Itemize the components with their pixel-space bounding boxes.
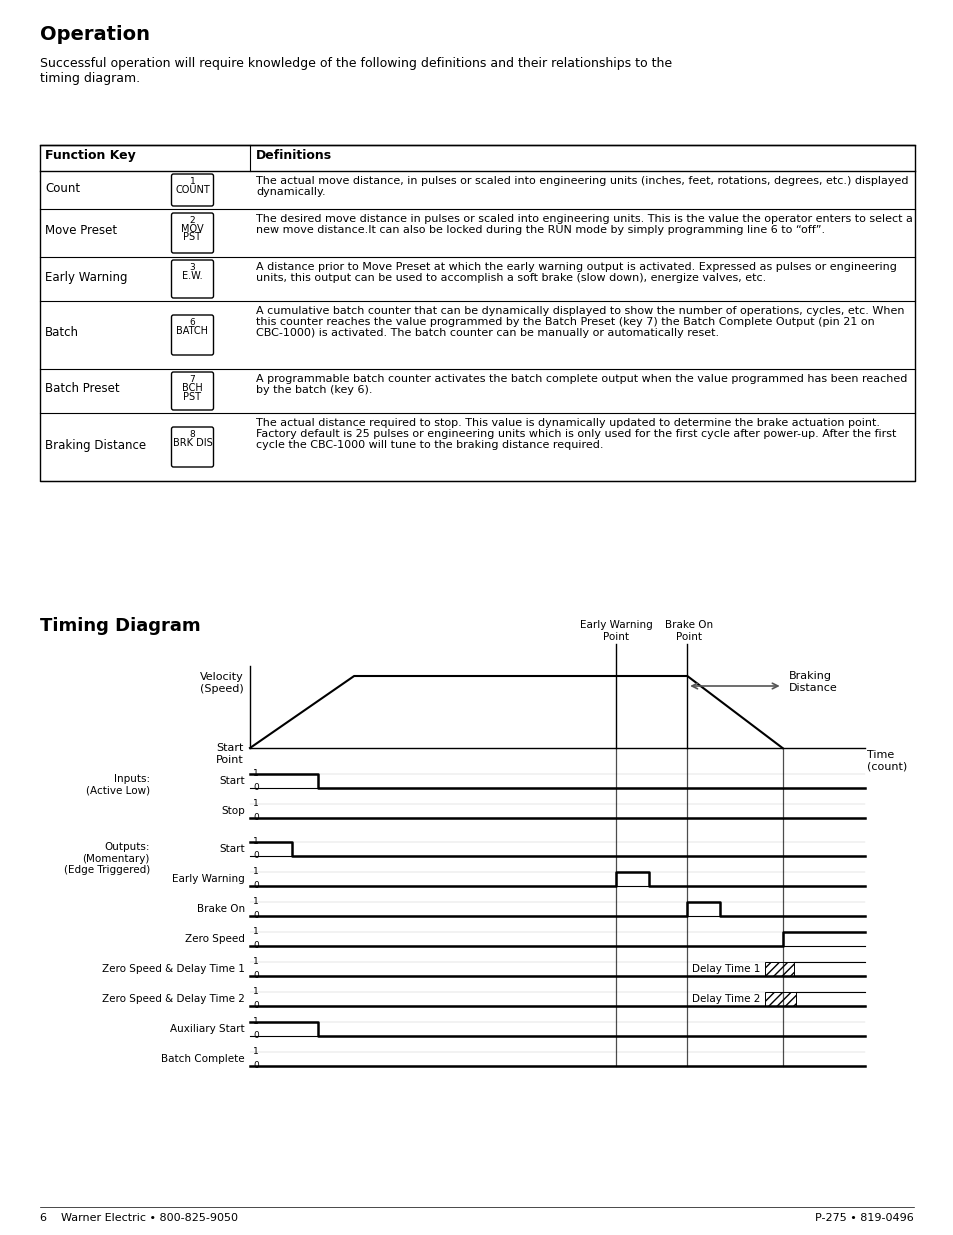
Text: by the batch (key 6).: by the batch (key 6).	[255, 385, 372, 395]
Text: A programmable batch counter activates the batch complete output when the value : A programmable batch counter activates t…	[255, 374, 906, 384]
Text: PST: PST	[183, 232, 201, 242]
Text: Early Warning: Early Warning	[172, 874, 245, 884]
Text: 0: 0	[253, 910, 258, 920]
Text: Batch Preset: Batch Preset	[45, 383, 119, 395]
Text: BCH: BCH	[182, 383, 203, 393]
Text: BATCH: BATCH	[176, 326, 209, 336]
Text: Brake On
Point: Brake On Point	[664, 620, 713, 642]
Text: 1: 1	[253, 897, 258, 905]
Text: 0: 0	[253, 1030, 258, 1040]
Text: Start: Start	[219, 844, 245, 853]
FancyBboxPatch shape	[172, 372, 213, 410]
Text: 0: 0	[253, 813, 258, 821]
Text: Delay Time 1: Delay Time 1	[692, 965, 760, 974]
Text: The actual distance required to stop. This value is dynamically updated to deter: The actual distance required to stop. Th…	[255, 417, 879, 429]
Text: new move distance.It can also be locked during the RUN mode by simply programmin: new move distance.It can also be locked …	[255, 225, 824, 235]
Text: Factory default is 25 pulses or engineering units which is only used for the fir: Factory default is 25 pulses or engineer…	[255, 429, 896, 438]
Text: Velocity
(Speed): Velocity (Speed)	[200, 672, 244, 694]
Text: this counter reaches the value programmed by the Batch Preset (key 7) the Batch : this counter reaches the value programme…	[255, 317, 874, 327]
Text: 8: 8	[190, 430, 195, 438]
Text: 2: 2	[190, 216, 195, 225]
Text: 6    Warner Electric • 800-825-9050: 6 Warner Electric • 800-825-9050	[40, 1213, 237, 1223]
Text: Zero Speed & Delay Time 1: Zero Speed & Delay Time 1	[102, 965, 245, 974]
Text: cycle the CBC-1000 will tune to the braking distance required.: cycle the CBC-1000 will tune to the brak…	[255, 440, 603, 450]
Text: Stop: Stop	[221, 806, 245, 816]
Text: PST: PST	[183, 391, 201, 401]
Text: A cumulative batch counter that can be dynamically displayed to show the number : A cumulative batch counter that can be d…	[255, 306, 903, 316]
Text: Braking
Distance: Braking Distance	[788, 671, 837, 693]
Text: Early Warning
Point: Early Warning Point	[578, 620, 652, 642]
FancyBboxPatch shape	[172, 427, 213, 467]
Text: BRK DIS: BRK DIS	[172, 438, 213, 448]
FancyBboxPatch shape	[172, 174, 213, 206]
Text: Brake On: Brake On	[196, 904, 245, 914]
Text: A distance prior to Move Preset at which the early warning output is activated. : A distance prior to Move Preset at which…	[255, 262, 896, 272]
Text: Time
(count): Time (count)	[866, 750, 906, 772]
Text: 0: 0	[253, 1000, 258, 1009]
Text: Delay Time 2: Delay Time 2	[692, 994, 760, 1004]
Text: Successful operation will require knowledge of the following definitions and the: Successful operation will require knowle…	[40, 57, 672, 85]
Text: 1: 1	[253, 1046, 258, 1056]
Text: 0: 0	[253, 971, 258, 979]
Text: MOV: MOV	[181, 224, 204, 233]
Text: Batch: Batch	[45, 326, 79, 340]
Text: Zero Speed & Delay Time 2: Zero Speed & Delay Time 2	[102, 994, 245, 1004]
Bar	[764, 992, 796, 1007]
Text: Auxiliary Start: Auxiliary Start	[171, 1024, 245, 1034]
Text: Count: Count	[45, 182, 80, 194]
FancyBboxPatch shape	[172, 212, 213, 253]
Text: Early Warning: Early Warning	[45, 270, 128, 284]
Text: The desired move distance in pulses or scaled into engineering units. This is th: The desired move distance in pulses or s…	[255, 214, 912, 224]
Text: Zero Speed: Zero Speed	[185, 934, 245, 944]
Text: Outputs:
(Momentary)
(Edge Triggered): Outputs: (Momentary) (Edge Triggered)	[64, 842, 150, 876]
Text: 0: 0	[253, 1061, 258, 1070]
Text: 1: 1	[253, 956, 258, 966]
Text: Start: Start	[219, 776, 245, 785]
Text: The actual move distance, in pulses or scaled into engineering units (inches, fe: The actual move distance, in pulses or s…	[255, 177, 907, 186]
Text: dynamically.: dynamically.	[255, 186, 325, 198]
Text: 7: 7	[190, 375, 195, 384]
Text: Braking Distance: Braking Distance	[45, 438, 146, 452]
Text: 1: 1	[253, 836, 258, 846]
FancyBboxPatch shape	[172, 315, 213, 354]
Text: 1: 1	[253, 987, 258, 995]
Text: 1: 1	[253, 799, 258, 808]
Bar	[764, 962, 794, 976]
Text: 1: 1	[253, 1016, 258, 1025]
Text: Start
Point: Start Point	[216, 743, 244, 764]
Text: 0: 0	[253, 851, 258, 860]
Text: Operation: Operation	[40, 25, 150, 44]
Text: units, this output can be used to accomplish a soft brake (slow down), energize : units, this output can be used to accomp…	[255, 273, 765, 283]
Text: 3: 3	[190, 263, 195, 272]
Text: COUNT: COUNT	[175, 185, 210, 195]
Bar	[40, 144, 914, 480]
Text: 1: 1	[190, 177, 195, 186]
Text: 1: 1	[253, 867, 258, 876]
Text: 6: 6	[190, 317, 195, 327]
Text: Function Key: Function Key	[45, 149, 135, 162]
Text: CBC-1000) is activated. The batch counter can be manually or automatically reset: CBC-1000) is activated. The batch counte…	[255, 329, 719, 338]
Text: Timing Diagram: Timing Diagram	[40, 618, 200, 635]
Text: 1: 1	[253, 926, 258, 935]
Text: Batch Complete: Batch Complete	[161, 1053, 245, 1065]
Text: 0: 0	[253, 783, 258, 792]
Text: 0: 0	[253, 881, 258, 889]
FancyBboxPatch shape	[172, 261, 213, 298]
Text: E.W.: E.W.	[182, 270, 203, 282]
Text: 0: 0	[253, 941, 258, 950]
Text: Inputs:
(Active Low): Inputs: (Active Low)	[86, 774, 150, 795]
Text: P-275 • 819-0496: P-275 • 819-0496	[815, 1213, 913, 1223]
Text: Definitions: Definitions	[255, 149, 332, 162]
Text: Move Preset: Move Preset	[45, 225, 117, 237]
Text: 1: 1	[253, 768, 258, 778]
